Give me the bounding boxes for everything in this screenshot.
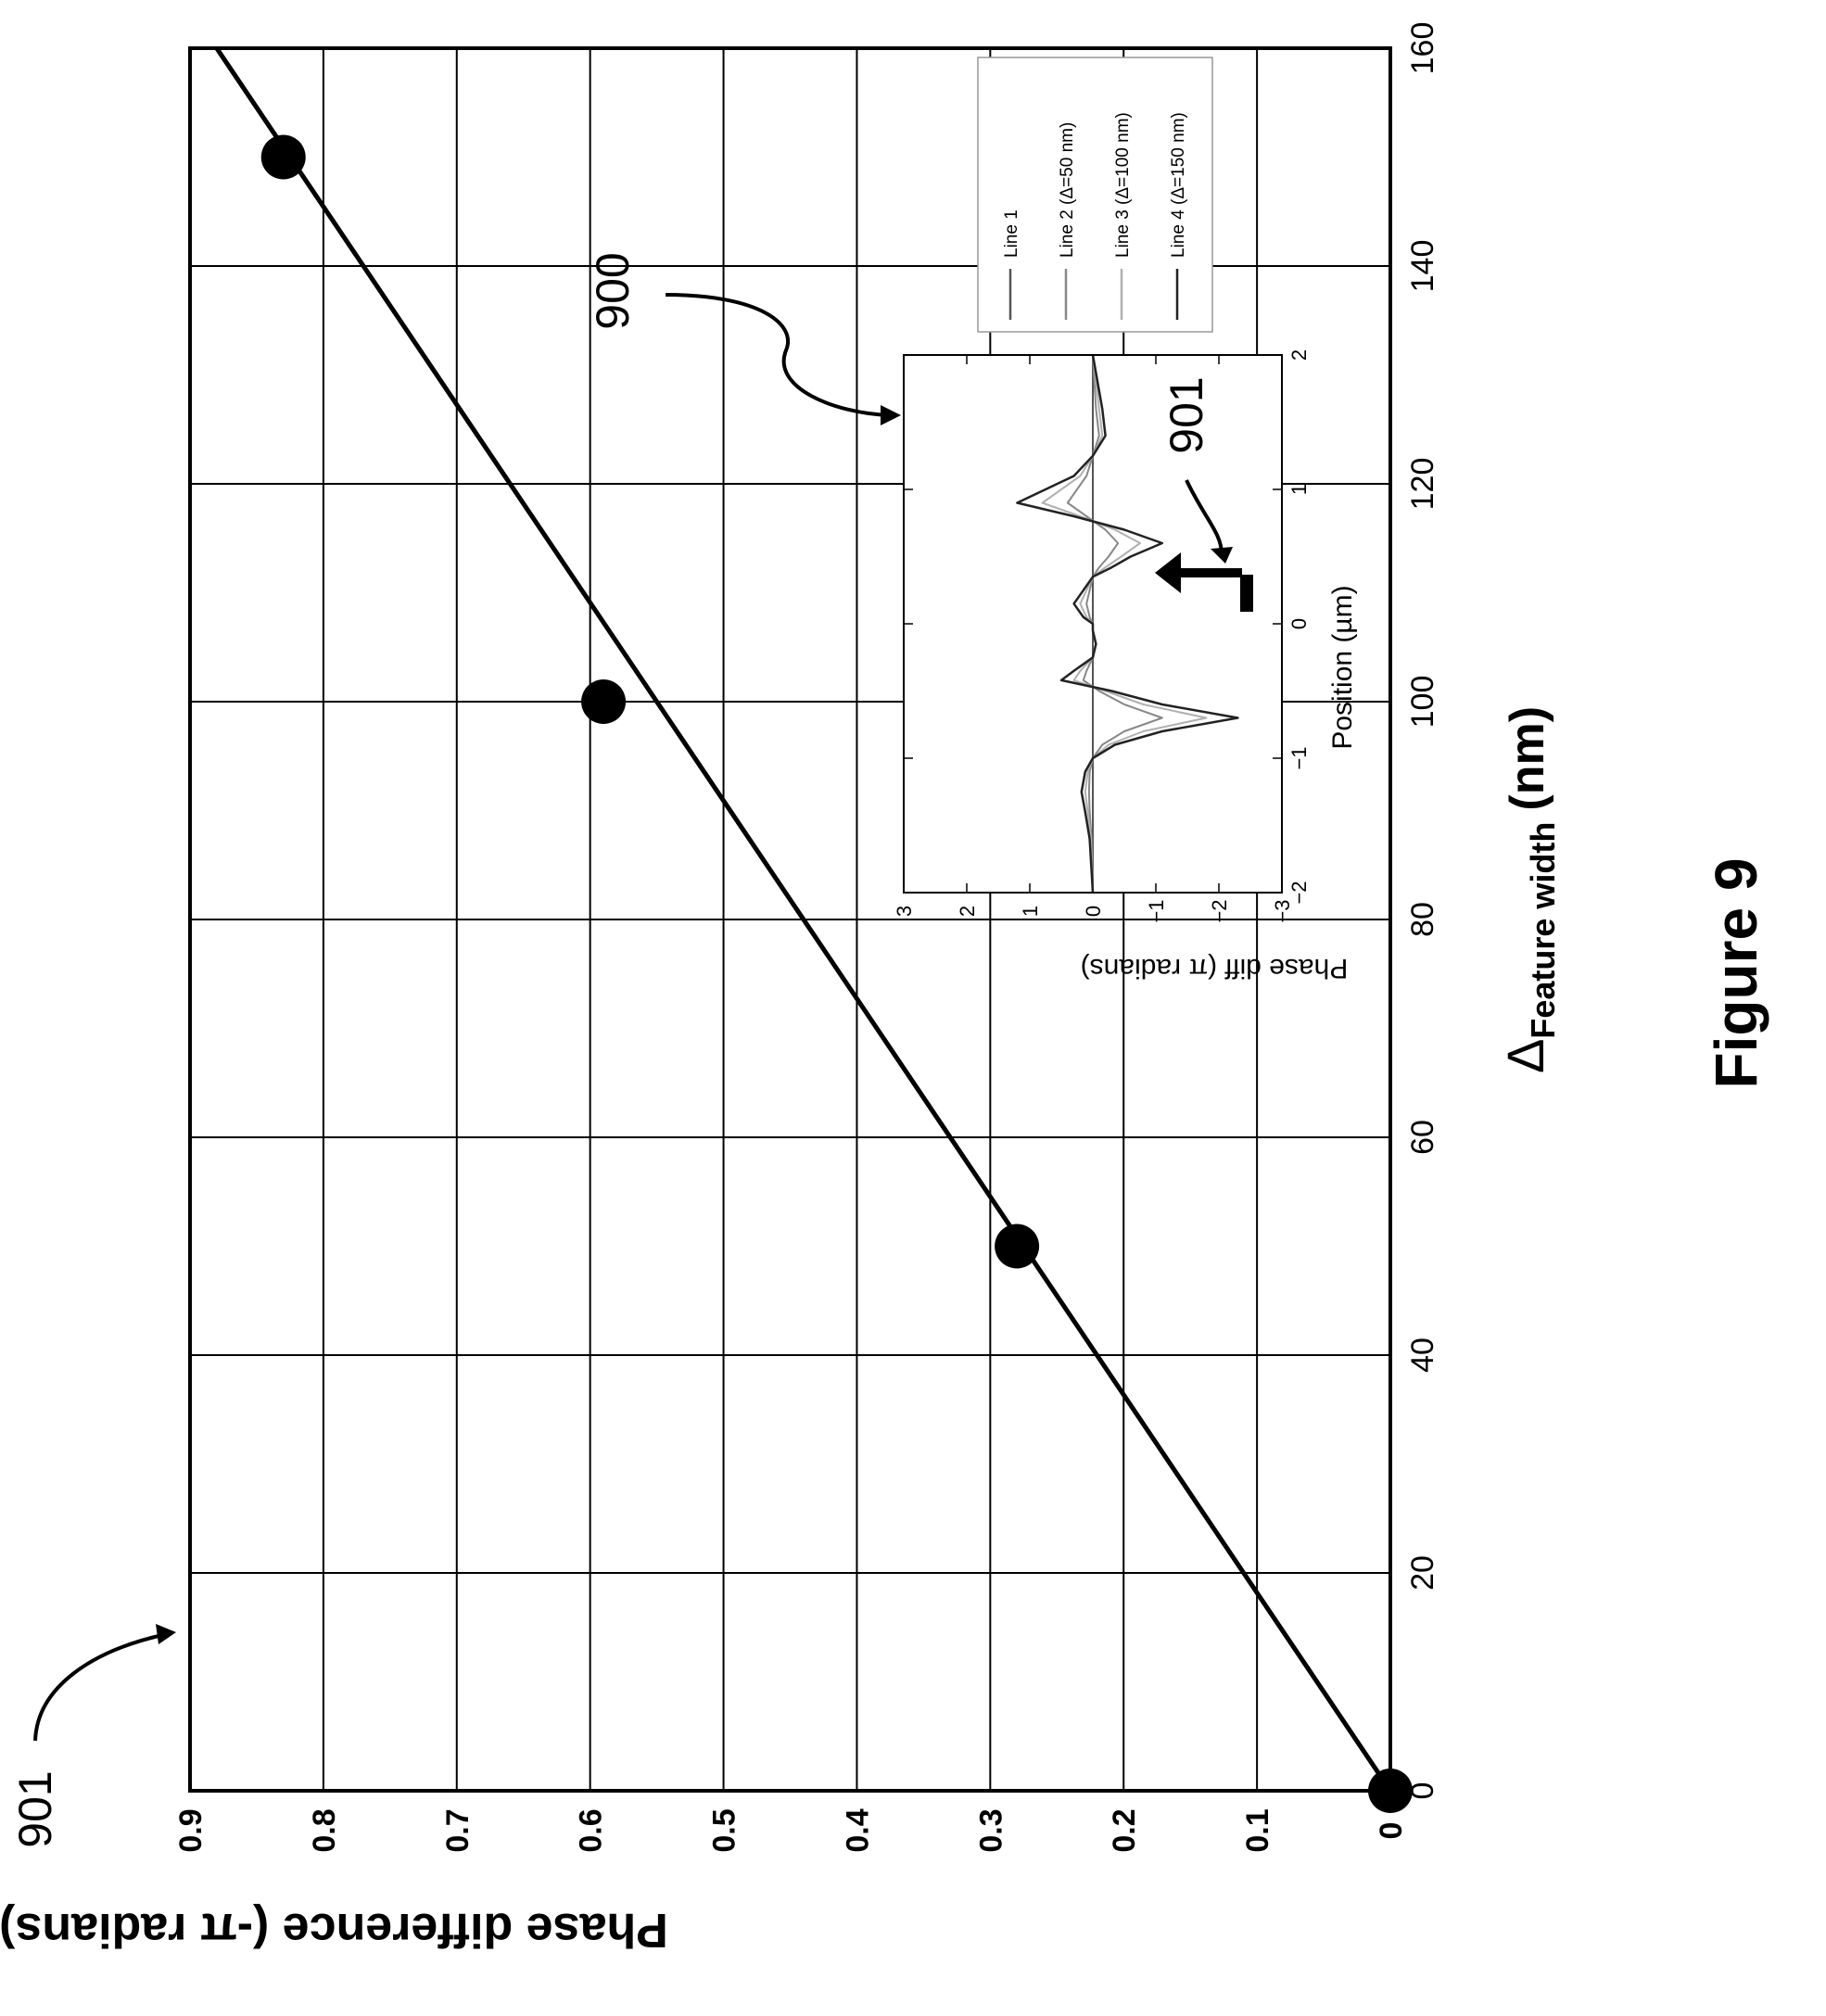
y-tick-label-9: 0.9: [173, 1808, 209, 1852]
x-unit: (nm): [1501, 706, 1554, 811]
x-tick-label-8: 160: [1405, 22, 1440, 75]
annotation-901-main: 901: [9, 1624, 176, 1848]
main-data-marks: [214, 46, 1413, 1813]
y-tick-label-3: 0.3: [973, 1808, 1008, 1852]
ref-901-inset-big-head: [1155, 552, 1181, 593]
y-tick-label-1: 0.1: [1240, 1808, 1275, 1852]
ref-901-inset-small-head: [1211, 547, 1233, 564]
inset-x-tick-label-3: 1: [1287, 484, 1311, 495]
ref-900-label: 900: [587, 252, 639, 329]
inset-x-tick-label-4: 2: [1287, 349, 1311, 361]
x-tick-label-6: 120: [1405, 458, 1440, 511]
ref-901-main-arrowhead: [156, 1624, 176, 1644]
inset-legend-box: [977, 57, 1213, 333]
inset-y-axis-label: Phase diff (π radians): [1081, 953, 1349, 983]
inset-frame: [903, 354, 1283, 894]
inset-y-tick-label-0: −3: [1271, 899, 1294, 922]
main-plot: 02040608010012014016000.10.20.30.40.50.6…: [173, 22, 1440, 1853]
ref-901-inset-label: 901: [1160, 376, 1212, 453]
annotation-900: 900: [587, 252, 901, 425]
inset-y-tick-label-2: −1: [1145, 899, 1168, 922]
main-y-axis-label: Phase difference (-π radians): [0, 1903, 668, 1957]
inset-y-tick-label-5: 2: [956, 906, 979, 917]
figure-label: Figure 9: [1703, 858, 1769, 1089]
y-tick-label-5: 0.5: [707, 1808, 742, 1852]
inset-legend-label-1: Line 1: [1002, 209, 1021, 258]
main-x-axis-label: ΔFeature width (nm): [1496, 706, 1562, 1073]
inset-legend-label-2: Line 2 (Δ=50 nm): [1058, 122, 1077, 258]
ref-900-arrowhead: [881, 405, 901, 425]
inset-series-lines: [1016, 354, 1239, 894]
inset-y-tick-label-6: 3: [893, 906, 916, 917]
main-tick-labels: 02040608010012014016000.10.20.30.40.50.6…: [173, 22, 1440, 1853]
data-point-2: [581, 679, 627, 724]
inset-legend-label-3: Line 3 (Δ=100 nm): [1113, 112, 1133, 258]
x-tick-label-7: 140: [1405, 240, 1440, 293]
inset-x-tick-label-2: 0: [1287, 618, 1311, 629]
main-plot-frame: [188, 46, 1392, 1793]
data-point-0: [1368, 1769, 1413, 1813]
x-tick-label-5: 100: [1405, 676, 1440, 729]
ref-901-main-label: 901: [9, 1770, 61, 1847]
main-grid: [189, 47, 1391, 1792]
x-tick-label-3: 60: [1405, 1120, 1440, 1155]
y-tick-label-8: 0.8: [307, 1808, 342, 1852]
y-tick-label-6: 0.6: [574, 1808, 609, 1852]
x-tick-label-4: 80: [1405, 902, 1440, 937]
inset-series-line-4: [1016, 354, 1239, 894]
annotation-901-inset: 901: [1155, 376, 1253, 612]
ref-901-main-arrow: [33, 1632, 168, 1742]
inset-y-tick-label-3: 0: [1082, 906, 1105, 917]
inset-legend-label-4: Line 4 (Δ=150 nm): [1169, 112, 1188, 258]
data-point-3: [260, 134, 306, 180]
data-point-1: [995, 1224, 1040, 1269]
inset-x-tick-label-0: −2: [1287, 881, 1311, 904]
y-tick-label-2: 0.2: [1107, 1808, 1142, 1852]
x-tick-label-0: 0: [1405, 1782, 1440, 1800]
inset-y-tick-label-1: −2: [1208, 899, 1231, 922]
ref-900-arrow: [665, 293, 891, 417]
delta-symbol: Δ: [1496, 1039, 1554, 1073]
feature-width-subscript: Feature width: [1524, 822, 1562, 1039]
inset-y-tick-label-4: 1: [1019, 906, 1042, 917]
inset-x-tick-label-1: −1: [1287, 746, 1311, 769]
inset-legend: Line 1 Line 2 (Δ=50 nm) Line 3 (Δ=100 nm) L…: [977, 57, 1213, 333]
inset-x-axis-label: Position (µm): [1327, 585, 1358, 749]
y-tick-label-0: 0: [1374, 1822, 1409, 1840]
y-tick-label-7: 0.7: [440, 1808, 476, 1852]
fit-line: [214, 46, 1393, 1793]
x-tick-label-2: 40: [1405, 1338, 1440, 1373]
y-tick-label-4: 0.4: [840, 1808, 875, 1852]
x-tick-label-1: 20: [1405, 1555, 1440, 1591]
